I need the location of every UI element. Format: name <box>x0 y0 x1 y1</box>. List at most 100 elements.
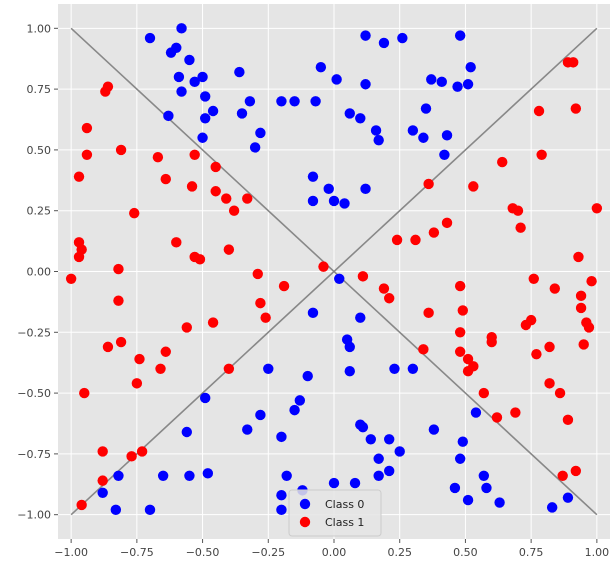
point-class-0 <box>184 470 195 481</box>
point-class-0 <box>441 130 453 141</box>
point-class-1 <box>468 181 479 192</box>
point-class-0 <box>289 96 300 107</box>
legend-label: Class 1 <box>325 516 364 529</box>
point-class-1 <box>491 412 503 423</box>
point-class-1 <box>544 378 555 389</box>
x-tick-label: 0.75 <box>519 546 544 559</box>
point-class-1 <box>586 276 597 287</box>
point-class-1 <box>126 451 137 462</box>
point-class-1 <box>223 244 235 255</box>
point-class-0 <box>197 132 208 143</box>
point-class-0 <box>394 446 405 457</box>
point-class-0 <box>378 37 390 49</box>
point-class-0 <box>389 363 400 374</box>
point-class-1 <box>410 234 421 246</box>
point-class-1 <box>223 363 235 374</box>
point-class-1 <box>423 178 434 190</box>
point-class-1 <box>278 280 290 292</box>
point-class-0 <box>452 81 463 92</box>
point-class-1 <box>454 346 466 357</box>
point-class-1 <box>378 283 390 294</box>
point-class-0 <box>176 23 187 34</box>
point-class-0 <box>426 74 437 85</box>
point-class-1 <box>171 237 182 248</box>
y-tick-label: 0.25 <box>27 205 52 218</box>
point-class-1 <box>131 378 143 389</box>
point-class-1 <box>81 149 93 160</box>
point-class-0 <box>207 105 219 117</box>
point-class-0 <box>365 434 376 445</box>
point-class-0 <box>171 42 182 53</box>
point-class-1 <box>73 251 85 263</box>
point-class-0 <box>263 363 274 374</box>
point-class-0 <box>370 125 382 136</box>
point-class-1 <box>160 173 171 185</box>
point-class-1 <box>528 273 539 284</box>
point-class-0 <box>307 171 319 182</box>
point-class-0 <box>436 76 447 88</box>
point-class-0 <box>276 431 287 443</box>
point-class-1 <box>557 470 568 481</box>
point-class-1 <box>428 227 440 238</box>
point-class-0 <box>454 30 466 41</box>
point-class-1 <box>573 251 584 263</box>
point-class-0 <box>323 183 334 195</box>
point-class-1 <box>97 446 108 457</box>
x-tick-label: 0.50 <box>453 546 478 559</box>
point-class-1 <box>129 207 140 219</box>
point-class-0 <box>328 477 340 489</box>
point-class-0 <box>234 66 245 78</box>
x-tick-label: −0.75 <box>120 546 154 559</box>
legend-label: Class 0 <box>325 498 364 511</box>
point-class-0 <box>360 79 371 90</box>
point-class-1 <box>113 295 124 306</box>
point-class-1 <box>591 203 603 214</box>
point-class-0 <box>420 103 432 114</box>
point-class-1 <box>562 414 574 426</box>
point-class-0 <box>454 453 466 464</box>
point-class-0 <box>315 62 327 73</box>
point-class-0 <box>462 79 474 90</box>
point-class-1 <box>113 263 124 275</box>
point-class-1 <box>207 317 219 328</box>
x-tick-label: −0.25 <box>251 546 285 559</box>
point-class-0 <box>355 312 366 323</box>
point-class-0 <box>407 363 419 374</box>
point-class-0 <box>339 198 350 209</box>
point-class-1 <box>468 361 479 372</box>
point-class-1 <box>73 171 85 182</box>
point-class-1 <box>100 86 111 97</box>
y-tick-label: 0.50 <box>27 144 52 157</box>
point-class-0 <box>276 96 287 107</box>
tick-labels: −1.00 −0.75 −0.50 −0.25 0.00 0.25 0.50 0.75 1.00… <box>17 22 609 559</box>
point-class-0 <box>307 307 319 319</box>
point-class-0 <box>373 134 384 146</box>
point-class-0 <box>294 395 306 406</box>
x-tick-label: −1.00 <box>54 546 88 559</box>
point-class-1 <box>189 149 200 160</box>
point-class-0 <box>181 426 192 438</box>
point-class-1 <box>221 193 232 204</box>
point-class-1 <box>228 205 240 216</box>
point-class-1 <box>115 336 127 348</box>
point-class-0 <box>384 465 395 477</box>
point-class-1 <box>575 290 587 302</box>
point-class-0 <box>144 32 156 44</box>
point-class-0 <box>334 273 345 284</box>
point-class-0 <box>344 341 355 353</box>
point-class-0 <box>176 86 187 97</box>
point-class-1 <box>578 339 589 350</box>
point-class-1 <box>544 341 555 353</box>
legend-box <box>288 489 382 537</box>
point-class-1 <box>486 336 497 348</box>
point-class-0 <box>481 482 492 494</box>
point-class-0 <box>349 477 361 489</box>
y-tick-label: 0.75 <box>27 83 52 96</box>
point-class-0 <box>184 54 195 66</box>
point-class-1 <box>454 327 466 338</box>
point-class-1 <box>194 254 206 265</box>
point-class-1 <box>583 322 595 333</box>
point-class-1 <box>115 144 127 156</box>
diagonal-line <box>70 27 598 516</box>
legend: Class 0 Class 1 <box>288 489 382 537</box>
